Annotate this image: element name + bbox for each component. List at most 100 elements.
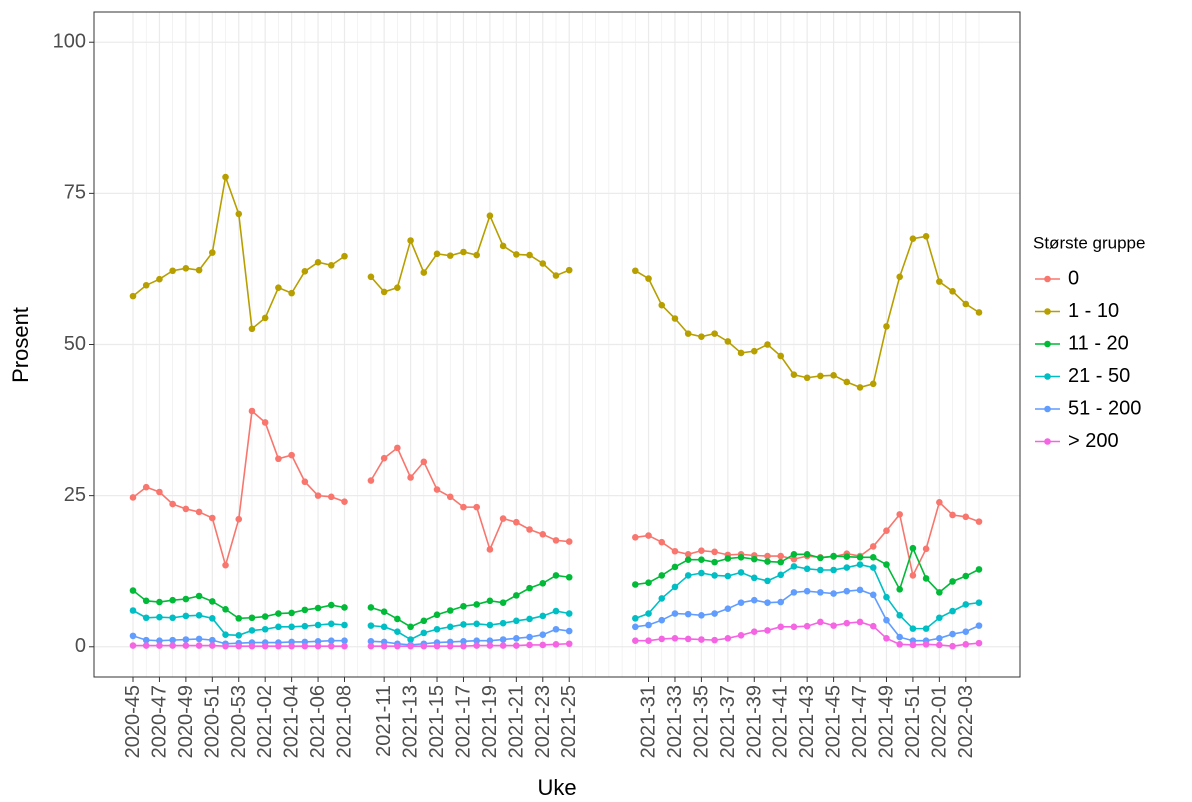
legend-dot xyxy=(1044,275,1051,283)
point xyxy=(869,543,877,550)
point xyxy=(922,625,930,632)
point xyxy=(460,248,467,256)
point xyxy=(142,281,150,289)
point xyxy=(499,599,507,606)
point xyxy=(869,554,877,561)
point xyxy=(275,623,282,631)
point xyxy=(896,586,903,593)
point xyxy=(856,586,864,594)
point xyxy=(142,614,150,622)
point xyxy=(446,623,454,631)
point xyxy=(394,444,401,452)
point xyxy=(156,637,163,645)
point xyxy=(460,621,467,628)
point xyxy=(803,550,811,558)
point xyxy=(764,552,771,560)
point xyxy=(380,454,388,462)
legend-dot xyxy=(1044,438,1051,445)
x-tick-label: 2021-06 xyxy=(307,685,329,758)
legend-dot xyxy=(1044,340,1051,348)
x-tick-label: 2021-21 xyxy=(505,685,527,758)
point xyxy=(552,641,560,648)
point xyxy=(975,622,983,629)
point xyxy=(869,564,877,571)
point xyxy=(565,573,573,581)
point xyxy=(407,636,414,643)
point xyxy=(962,513,970,521)
x-tick-label: 2021-47 xyxy=(849,685,871,758)
point xyxy=(341,621,348,629)
point xyxy=(486,642,494,649)
point xyxy=(936,278,943,285)
point xyxy=(565,627,573,635)
point xyxy=(394,628,401,635)
point xyxy=(499,642,507,649)
point xyxy=(314,604,322,612)
point xyxy=(499,619,507,627)
point xyxy=(380,642,388,650)
point xyxy=(764,599,771,606)
point xyxy=(433,250,441,258)
point xyxy=(526,641,533,649)
point xyxy=(314,492,322,499)
point xyxy=(539,260,547,267)
point xyxy=(513,592,520,599)
point xyxy=(790,371,798,379)
point xyxy=(936,498,943,506)
point xyxy=(182,636,190,643)
point xyxy=(671,610,679,617)
point xyxy=(790,563,798,570)
point xyxy=(764,627,771,634)
point xyxy=(552,537,560,544)
point xyxy=(261,419,269,426)
point xyxy=(698,569,705,577)
y-tick-label: 0 xyxy=(75,635,86,657)
point xyxy=(433,625,441,633)
point xyxy=(156,642,163,649)
point xyxy=(142,597,150,605)
point xyxy=(367,604,375,611)
point xyxy=(367,642,375,650)
point xyxy=(817,566,824,574)
point xyxy=(195,266,203,274)
point xyxy=(684,550,692,558)
point xyxy=(420,269,428,276)
point xyxy=(513,617,520,625)
point xyxy=(632,581,639,588)
point xyxy=(645,579,652,586)
point xyxy=(671,315,679,322)
point xyxy=(645,532,652,539)
point xyxy=(737,554,745,561)
point xyxy=(698,636,705,643)
point xyxy=(750,628,758,635)
point xyxy=(473,503,480,511)
point xyxy=(790,550,798,558)
point xyxy=(222,631,229,638)
point xyxy=(632,637,639,645)
point xyxy=(698,556,705,564)
point xyxy=(156,613,163,621)
point xyxy=(896,273,903,281)
point xyxy=(407,237,414,244)
point xyxy=(922,545,930,553)
x-tick-label: 2020-45 xyxy=(122,685,144,758)
point xyxy=(341,604,348,611)
legend-dot xyxy=(1044,373,1051,380)
point xyxy=(142,636,150,644)
point xyxy=(261,642,269,650)
y-axis-title: Prosent xyxy=(8,307,33,383)
x-axis-title: Uke xyxy=(537,775,576,800)
point xyxy=(473,251,480,259)
point xyxy=(433,642,441,650)
point xyxy=(645,637,652,645)
point xyxy=(314,258,322,266)
point xyxy=(565,610,573,617)
point xyxy=(486,546,494,553)
point xyxy=(394,615,401,623)
point xyxy=(803,622,811,630)
legend-title: Største gruppe xyxy=(1033,233,1145,252)
point xyxy=(671,635,679,642)
point xyxy=(764,341,771,348)
point xyxy=(684,330,692,337)
point xyxy=(962,300,970,308)
